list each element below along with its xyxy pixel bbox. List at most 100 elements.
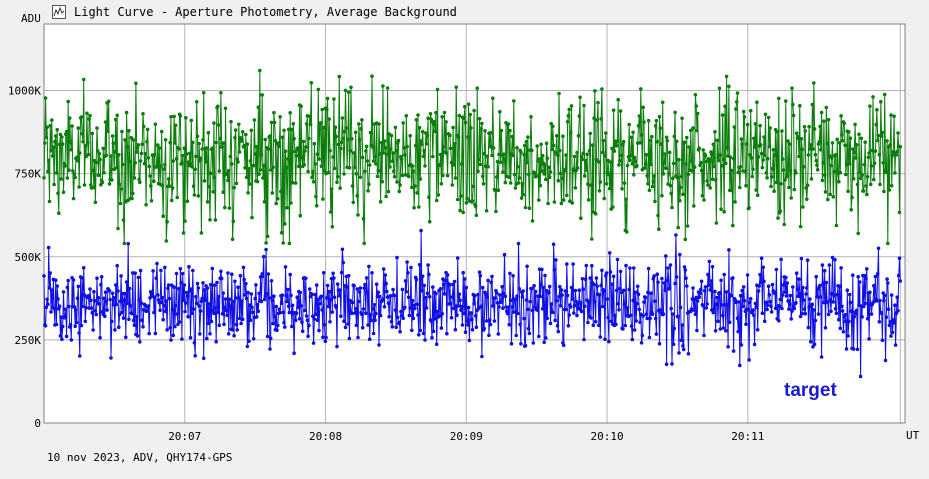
data-point: [627, 122, 631, 127]
data-point: [417, 263, 422, 267]
data-point: [507, 175, 512, 179]
data-point: [671, 176, 675, 180]
data-point: [284, 293, 289, 298]
data-point: [141, 112, 145, 116]
data-point: [78, 151, 82, 155]
data-point: [198, 332, 202, 336]
data-point: [548, 321, 553, 326]
data-point: [800, 147, 804, 152]
data-point: [690, 169, 695, 173]
data-point: [57, 142, 62, 147]
data-point: [857, 132, 861, 136]
data-point: [256, 105, 261, 109]
data-point: [67, 304, 71, 309]
data-point: [510, 134, 515, 139]
data-point: [847, 319, 851, 324]
data-point: [326, 304, 331, 309]
data-point: [586, 198, 591, 202]
data-point: [430, 335, 434, 340]
data-point: [394, 149, 399, 153]
data-point: [340, 247, 345, 252]
data-point: [448, 301, 453, 306]
data-point: [753, 122, 758, 126]
data-point: [785, 281, 790, 285]
data-point: [463, 277, 467, 281]
data-point: [537, 198, 541, 202]
data-point: [569, 285, 574, 290]
data-point: [61, 190, 66, 195]
data-point: [560, 176, 564, 181]
data-point: [851, 347, 856, 351]
data-point: [735, 316, 740, 321]
data-point: [480, 354, 484, 359]
data-point: [247, 339, 251, 344]
data-point: [485, 154, 490, 159]
data-point: [459, 162, 464, 166]
data-point: [227, 297, 232, 302]
data-point: [576, 133, 581, 138]
data-point: [507, 322, 512, 327]
data-point: [824, 105, 829, 110]
data-point: [573, 288, 578, 293]
data-point: [646, 118, 651, 123]
data-point: [458, 208, 462, 213]
data-point: [645, 174, 649, 178]
data-point: [453, 176, 458, 180]
chart-icon[interactable]: [52, 5, 66, 19]
data-point: [669, 306, 673, 311]
data-point: [719, 278, 723, 283]
data-point: [131, 138, 136, 142]
data-point: [799, 137, 804, 141]
data-point: [658, 126, 663, 130]
data-point: [775, 130, 779, 134]
data-point: [355, 194, 360, 198]
data-point: [136, 143, 141, 147]
data-point: [582, 103, 586, 108]
data-point: [207, 184, 211, 189]
data-point: [64, 307, 68, 312]
data-point: [434, 291, 438, 296]
data-point: [466, 305, 471, 310]
data-point: [471, 184, 476, 189]
data-point: [219, 145, 224, 149]
data-point: [763, 112, 768, 117]
data-point: [885, 139, 889, 143]
data-point: [515, 294, 519, 299]
data-point: [421, 154, 426, 159]
data-point: [671, 161, 676, 166]
data-point: [641, 314, 645, 318]
data-point: [515, 146, 519, 150]
data-point: [228, 304, 232, 309]
data-point: [211, 190, 215, 194]
data-point: [180, 153, 185, 158]
data-point: [649, 291, 653, 296]
data-point: [400, 287, 405, 292]
data-point: [563, 289, 568, 293]
data-point: [561, 198, 566, 202]
data-point: [80, 132, 84, 136]
data-point: [828, 192, 832, 197]
data-point: [287, 310, 292, 315]
data-point: [856, 275, 860, 279]
data-point: [826, 117, 831, 122]
data-point: [510, 305, 515, 309]
data-point: [610, 282, 614, 287]
data-point: [311, 180, 316, 184]
data-point: [159, 129, 164, 134]
data-point: [539, 142, 543, 147]
data-point: [286, 287, 290, 292]
data-point: [699, 160, 703, 165]
data-point: [207, 302, 211, 306]
data-point: [105, 308, 109, 312]
data-point: [262, 297, 267, 302]
data-point: [272, 120, 277, 125]
data-point: [245, 344, 250, 349]
data-point: [463, 120, 468, 125]
data-point: [238, 273, 243, 278]
data-point: [469, 311, 473, 315]
data-point: [59, 315, 63, 320]
data-point: [368, 312, 373, 317]
data-point: [445, 151, 449, 156]
data-point: [645, 316, 649, 321]
data-point: [251, 310, 255, 315]
